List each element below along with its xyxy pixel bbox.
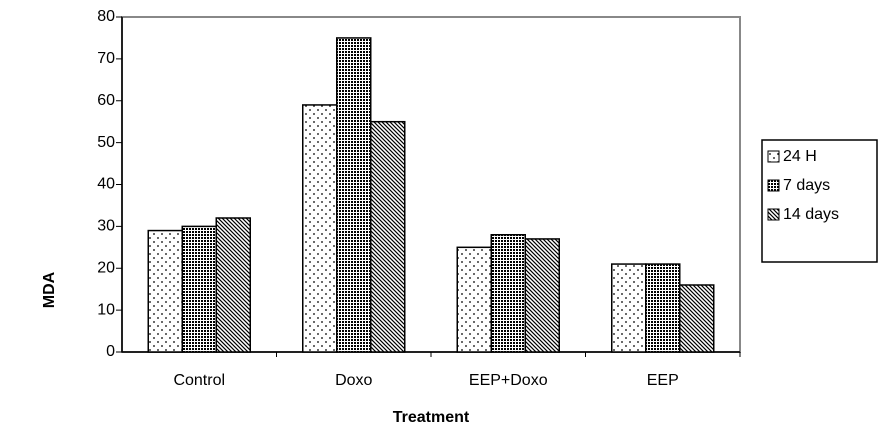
bar	[336, 37, 372, 353]
bar	[524, 238, 560, 353]
y-tick-label: 70	[97, 50, 115, 67]
x-axis-label: Treatment	[393, 409, 470, 426]
y-tick-label: 20	[97, 259, 115, 276]
y-tick-label: 0	[106, 343, 115, 360]
bar	[215, 217, 251, 353]
bar	[181, 225, 217, 353]
x-tick-label: EEP	[647, 372, 679, 389]
legend-swatch	[767, 150, 780, 163]
bar	[679, 284, 715, 353]
x-tick-label: Doxo	[335, 372, 372, 389]
x-tick-label: EEP+Doxo	[469, 372, 548, 389]
y-tick-label: 60	[97, 92, 115, 109]
y-tick-label: 50	[97, 134, 115, 151]
legend-box	[761, 139, 878, 263]
y-axis-label: MDA	[41, 271, 58, 308]
bar	[302, 104, 338, 353]
y-tick-label: 40	[97, 176, 115, 193]
bar	[645, 263, 681, 353]
legend-label: 24 H	[783, 148, 817, 165]
legend-label: 7 days	[783, 177, 830, 194]
y-tick-label: 30	[97, 218, 115, 235]
bar	[147, 229, 183, 353]
x-tick-label: Control	[173, 372, 225, 389]
bar	[370, 120, 406, 353]
y-tick-label: 10	[97, 301, 115, 318]
legend-swatch	[767, 208, 780, 221]
y-tick-label: 80	[97, 8, 115, 25]
legend-label: 14 days	[783, 206, 839, 223]
bar	[456, 246, 492, 353]
bar	[611, 263, 647, 353]
legend-swatch	[767, 179, 780, 192]
bar	[490, 234, 526, 353]
